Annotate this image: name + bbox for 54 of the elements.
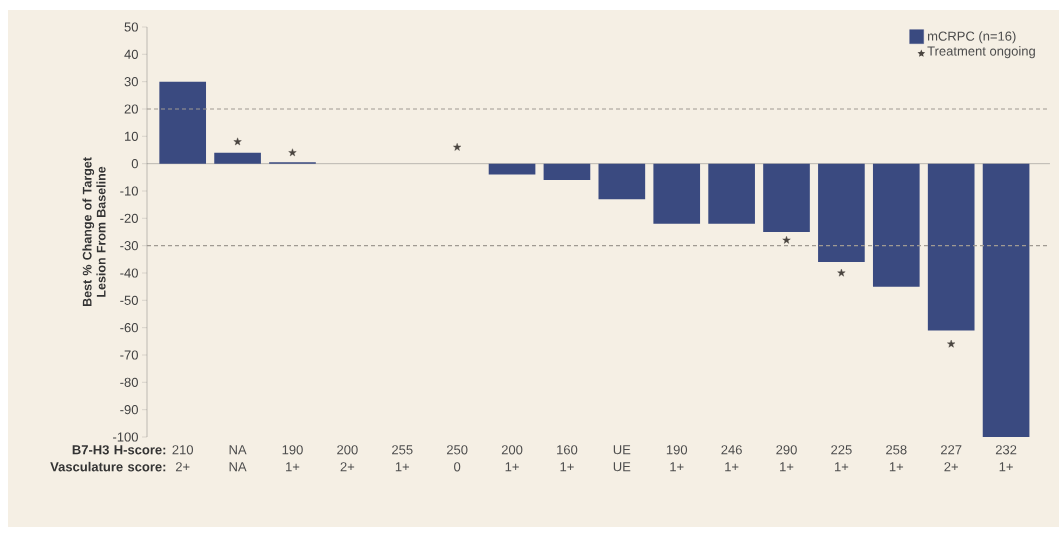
- point: [233, 137, 242, 146]
- bar: [598, 163, 646, 200]
- bar: [982, 163, 1030, 437]
- y-tick-label: -30: [120, 241, 138, 251]
- x-tick-label: NA NA: [229, 445, 247, 472]
- bar: [818, 163, 865, 263]
- bar: [763, 163, 810, 232]
- x-tick-label: 200 2+: [337, 445, 358, 472]
- y-tick-label: -50: [120, 295, 138, 305]
- x-tick-label: 255 1+: [392, 445, 413, 472]
- x-tick-label: 250 0: [446, 445, 468, 472]
- x-tick-label: 190 1+: [666, 445, 688, 472]
- point: [837, 268, 846, 277]
- y-tick-label: 20: [124, 104, 138, 114]
- y-tick-label: -80: [120, 377, 138, 387]
- y-tick-label: -60: [120, 323, 138, 333]
- y-tick-label: 0: [131, 159, 138, 169]
- x-tick-label: 160 1+: [557, 445, 578, 472]
- bar: [543, 163, 591, 181]
- y-tick-label: 40: [124, 49, 138, 59]
- bar: [653, 163, 701, 224]
- x-tick-label: 200 1+: [501, 445, 523, 472]
- x-tick-label: 232 1+: [995, 445, 1017, 472]
- y-tick-label: -20: [120, 213, 138, 223]
- point: [947, 339, 956, 348]
- bar: [159, 81, 207, 164]
- bar: [708, 163, 755, 224]
- y-tick-label: -100: [113, 432, 138, 442]
- y-tick-label: 50: [124, 22, 138, 32]
- x-tick-label: 190 1+: [282, 445, 303, 472]
- bar: [488, 163, 536, 175]
- legend-label: mCRPC (n=16): [927, 31, 1016, 44]
- x-tick-label: 258 1+: [886, 445, 907, 472]
- legend-label: Treatment ongoing: [927, 46, 1035, 59]
- bar: [214, 152, 261, 164]
- y-tick-label: -10: [120, 186, 138, 196]
- y-tick-label: 30: [124, 77, 138, 87]
- y-tick-label: 10: [125, 131, 138, 141]
- x-tick-label: UE UE: [613, 445, 631, 472]
- x-tick-label: 225 1+: [831, 445, 852, 472]
- bar: [927, 163, 975, 331]
- point: [453, 143, 462, 151]
- x-tick-label: 246 1+: [721, 445, 742, 472]
- x-tick-label: 227 2+: [941, 445, 962, 472]
- point: [782, 235, 791, 244]
- y-axis-title: Best % Change of Target Lesion From Baseline: [82, 157, 106, 307]
- x-tick-label: 290 1+: [776, 445, 797, 472]
- x-axis-title: B7-H3 H-score: Vasculature score:: [50, 445, 166, 472]
- point: [288, 148, 297, 157]
- y-tick-label: -90: [120, 405, 138, 415]
- bar: [872, 163, 920, 287]
- y-tick-label: -70: [120, 350, 138, 360]
- y-tick-label: -40: [120, 268, 138, 278]
- x-tick-label: 210 2+: [172, 445, 194, 472]
